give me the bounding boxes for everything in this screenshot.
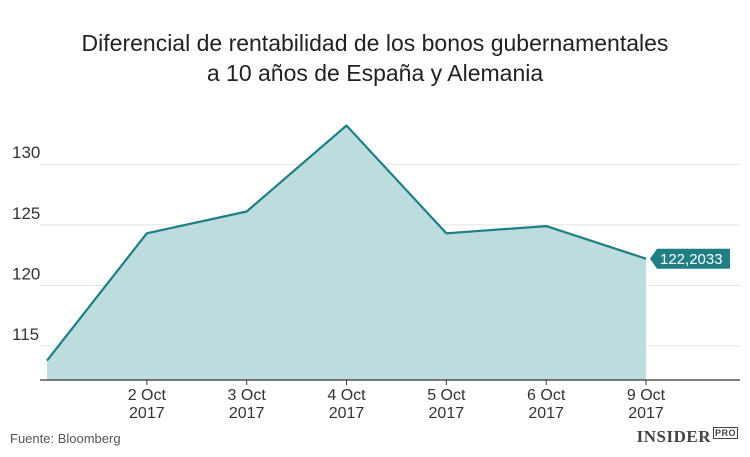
y-tick-label: 120 [12, 264, 40, 283]
brand-logo: INSIDER PRO [637, 427, 738, 447]
x-tick-label: 2 Oct [128, 387, 167, 404]
series-line [46, 124, 647, 362]
chart-title-line-2: a 10 años de España y Alemania [206, 60, 544, 86]
brand-badge: PRO [712, 427, 738, 439]
x-tick-label: 2017 [528, 405, 564, 422]
x-tick-label: 5 Oct [427, 387, 466, 404]
y-axis-ticks: 115 120 125 130 [12, 143, 40, 344]
x-tick-label: 4 Oct [327, 387, 366, 404]
chart-title-line-1: Diferencial de rentabilidad de los bonos… [81, 30, 669, 56]
x-tick-label: 9 Oct [627, 387, 666, 404]
brand-name: INSIDER [636, 427, 711, 446]
x-tick-label: 2017 [628, 405, 664, 422]
y-tick-label: 125 [12, 204, 40, 223]
area-fill [47, 125, 646, 380]
y-tick-label: 130 [12, 143, 40, 162]
x-tick-label: 2017 [129, 405, 165, 422]
x-tick-label: 6 Oct [527, 387, 566, 404]
last-value-label: 122,2033 [650, 248, 730, 269]
last-value-badge [650, 248, 730, 269]
chart-title: Diferencial de rentabilidad de los bonos… [0, 28, 750, 88]
source-note: Fuente: Bloomberg [10, 431, 121, 446]
y-tick-label: 115 [12, 325, 39, 344]
x-tick-label: 2017 [429, 405, 465, 422]
last-value-text: 122,2033 [660, 251, 723, 268]
x-tick-label: 3 Oct [228, 387, 267, 404]
x-tick-label: 2017 [329, 405, 365, 422]
x-tick-label: 2017 [229, 405, 265, 422]
